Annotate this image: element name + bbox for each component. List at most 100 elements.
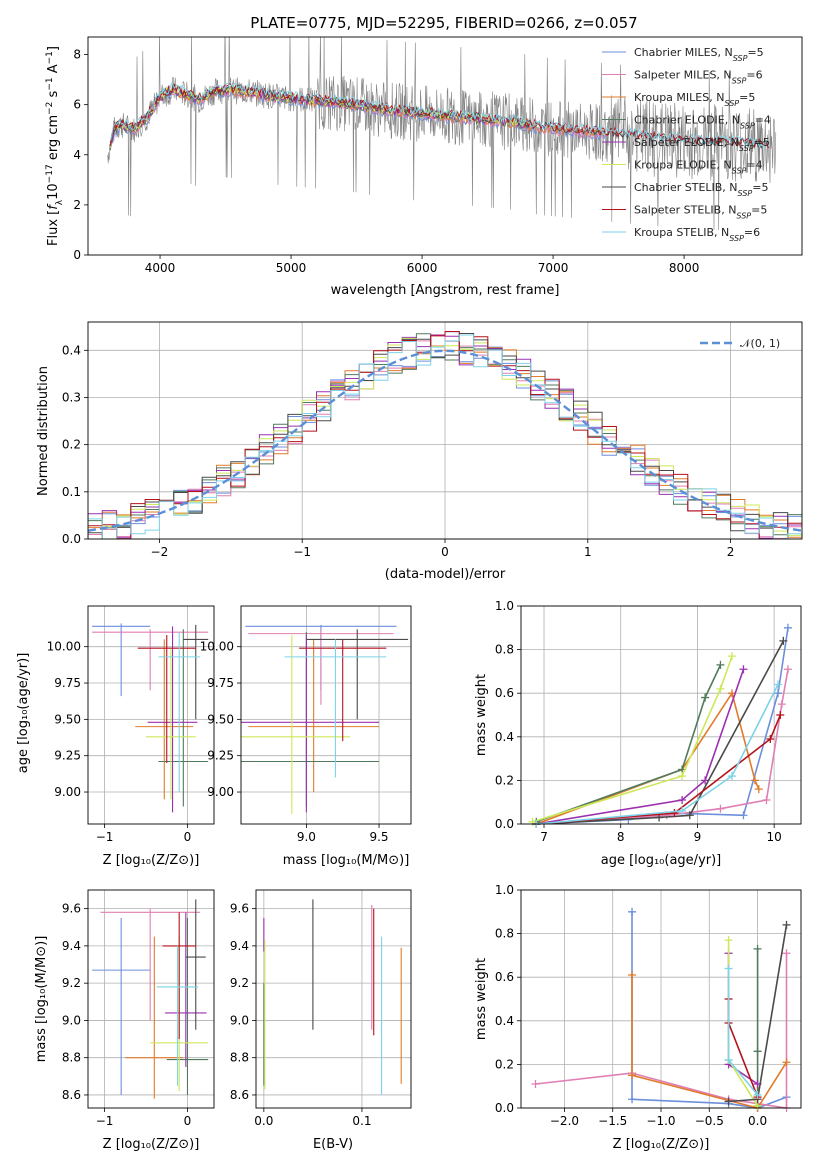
y-axis-label: age [log₁₀(age/yr)] [16, 653, 31, 774]
legend-suffix: =5 [751, 204, 767, 217]
y-tick-label: 8.6 [230, 1088, 249, 1102]
series-line-salpeter-stelib [536, 714, 782, 824]
series-marker [727, 652, 736, 661]
legend-label: Salpeter MILES, N [634, 69, 732, 82]
y-tick-label: 8.8 [230, 1051, 249, 1065]
x-tick-label: 6000 [407, 261, 438, 275]
y-axis-label-part: −1 [45, 51, 55, 64]
y-tick-label: 4 [73, 148, 81, 162]
legend-entry: Kroupa MILES, NSSP=5 [634, 91, 755, 108]
y-tick-label: 10.00 [200, 640, 234, 654]
y-tick-label: 9.75 [54, 676, 81, 690]
x-tick-label: 4000 [145, 261, 176, 275]
residuals-panel: −2 −1 0 1 2 0.0 0.1 0.2 0.3 0.4 (data-model)/error… [36, 321, 803, 582]
x-axis-label: (data-model)/error [385, 567, 506, 582]
y-axis-label-part: ] [46, 46, 61, 51]
series-marker [754, 785, 763, 794]
series-marker [724, 936, 733, 945]
y-tick-label: 8.6 [62, 1088, 81, 1102]
axes-frame [520, 605, 802, 825]
axes-frame [87, 36, 803, 256]
y-tick-label: 9.6 [62, 902, 81, 916]
legend-entry: Chabrier STELIB, NSSP=5 [634, 181, 768, 198]
x-tick-label: 8 [617, 830, 625, 844]
y-axis-label-part: 10 [46, 183, 61, 200]
series-marker [773, 680, 782, 689]
legend-label: Chabrier STELIB, N [634, 181, 738, 194]
series-line-salpeter-miles [536, 669, 789, 824]
y-tick-label: 9.25 [54, 749, 81, 763]
series-line-chabrier-elodie [536, 664, 722, 823]
series-marker [750, 776, 759, 785]
x-tick-label: −2.0 [550, 1114, 579, 1128]
x-tick-label: 9 [694, 830, 702, 844]
series-marker [724, 964, 733, 973]
series-marker [753, 1047, 762, 1056]
x-axis-label: wavelength [Angstrom, rest frame] [331, 283, 560, 298]
legend-sub: SSP [729, 234, 744, 243]
y-axis-label-part: A [46, 64, 61, 77]
y-tick-label: 0.4 [62, 343, 81, 357]
x-axis-label: E(B-V) [313, 1137, 353, 1152]
legend-label: Kroupa STELIB, N [634, 226, 729, 239]
legend-entry: 𝒩(0, 1) [740, 337, 780, 350]
legend-suffix: =6 [746, 69, 762, 82]
legend-suffix: =6 [744, 226, 760, 239]
y-axis-label-part: f [46, 203, 61, 210]
series-marker [716, 660, 725, 669]
y-tick-label: 9.0 [230, 1013, 249, 1027]
y-tick-label: 0.0 [62, 532, 81, 546]
spectrum-panel: 4000 5000 6000 7000 8000 0 2 4 6 8 wavelength [Ang… [45, 36, 803, 298]
y-tick-label: 0.3 [62, 390, 81, 404]
legend-sub: SSP [738, 189, 753, 198]
y-axis-label: mass weight [474, 674, 489, 756]
legend-sub: SSP [724, 99, 739, 108]
mass-vs-metallicity-panel: −1 0 8.6 8.8 9.0 9.2 9.4 9.6 Z [log₁₀(Z/Z⊙)] mass… [34, 889, 215, 1152]
series-line-kroupa-miles [631, 975, 788, 1108]
y-tick-label: 0.2 [62, 438, 81, 452]
y-tick-label: 0.8 [495, 643, 514, 657]
series-line-chabrier-miles [536, 627, 789, 824]
series-marker [739, 811, 748, 820]
series-marker [779, 636, 788, 645]
y-tick-label: 9.2 [230, 976, 249, 990]
series-marker [628, 1095, 637, 1104]
series-marker [776, 711, 785, 719]
legend-sub: SSP [732, 166, 747, 175]
y-tick-label: 9.25 [207, 749, 234, 763]
x-tick-label: 0 [441, 545, 449, 559]
y-axis-label: Normed distribution [36, 366, 51, 496]
y-tick-label: 8.8 [62, 1051, 81, 1065]
legend-suffix: =4 [755, 114, 771, 127]
x-tick-label: −1 [293, 545, 311, 559]
x-tick-label: 2 [727, 545, 735, 559]
legend-entry: Salpeter MILES, NSSP=6 [634, 69, 763, 86]
series-marker [628, 971, 637, 980]
y-tick-label: 9.75 [207, 676, 234, 690]
series-marker [678, 772, 687, 781]
series-marker [716, 684, 725, 693]
x-tick-label: 7 [540, 830, 548, 844]
legend-entry: Salpeter STELIB, NSSP=5 [634, 204, 767, 221]
series-marker [701, 693, 710, 702]
y-tick-label: 9.6 [230, 902, 249, 916]
axes-frame [87, 605, 215, 825]
series-marker [724, 1097, 733, 1106]
y-tick-label: 0.0 [495, 1101, 514, 1115]
y-tick-label: 6 [73, 98, 81, 112]
mass-vs-ebv-panel: 0.0 0.1 8.6 8.8 9.0 9.2 9.4 9.6 E(B-V) [230, 889, 412, 1152]
series-marker [678, 796, 687, 805]
series-marker [762, 796, 771, 805]
legend-suffix: =5 [739, 91, 755, 104]
legend-entry: Chabrier ELODIE, NSSP=4 [634, 114, 771, 131]
series-marker [739, 665, 748, 674]
y-axis-label-part: s [46, 90, 61, 101]
y-axis-label-part: −2 [45, 102, 55, 115]
age-vs-mass-panel: 9.0 9.5 9.00 9.25 9.50 9.75 10.00 mass [log₁₀(M… [200, 605, 412, 868]
series-marker [678, 806, 687, 815]
legend-sub: SSP [732, 76, 747, 85]
massweight-vs-age-panel: 7 8 9 10 0.0 0.2 0.4 0.6 0.8 1.0 age [log₁₀(age/yr… [474, 599, 802, 868]
y-tick-label: 0.2 [495, 1057, 514, 1071]
y-tick-label: 9.4 [62, 939, 81, 953]
